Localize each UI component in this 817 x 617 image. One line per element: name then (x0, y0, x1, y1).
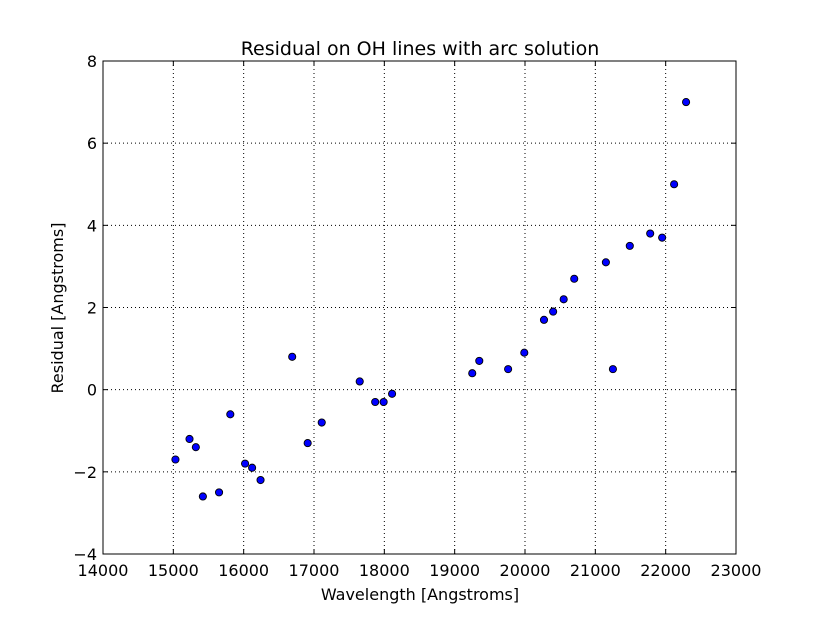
scatter-point (214, 488, 224, 497)
x-tick-label: 19000 (429, 561, 480, 580)
x-tick-label: 20000 (500, 561, 551, 580)
scatter-point (682, 98, 691, 107)
y-tick-label: −2 (73, 463, 97, 482)
x-axis-tick-labels: 14000 15000 16000 17000 18000 19000 20000 21000… (78, 561, 762, 580)
scatter-point (520, 348, 529, 357)
x-tick-label: 14000 (78, 561, 129, 580)
grid-lines (103, 61, 736, 554)
y-tick-label: −4 (73, 545, 97, 564)
scatter-point (371, 397, 380, 407)
scatter-point (288, 352, 297, 361)
scatter-point (658, 233, 667, 242)
scatter-point (646, 229, 655, 238)
scatter-point (468, 369, 477, 378)
scatter-point (539, 315, 549, 324)
scatter-point (241, 459, 250, 468)
scatter-point (608, 365, 617, 374)
y-tick-label: 6 (87, 134, 97, 153)
scatter-point (317, 418, 326, 427)
scatter-point (549, 307, 558, 316)
x-tick-label: 23000 (711, 561, 762, 580)
scatter-point (303, 439, 312, 448)
scatter-point (379, 397, 388, 407)
scatter-point (185, 434, 194, 444)
y-tick-label: 8 (87, 52, 97, 71)
scatter-point (475, 356, 484, 365)
x-axis-label: Wavelength [Angstroms] (321, 585, 519, 604)
scatter-point (171, 455, 180, 464)
y-axis-tick-labels: −4 −2 0 2 4 6 8 (73, 52, 97, 564)
y-axis-label: Residual [Angstroms] (48, 223, 67, 394)
scatter-point (355, 377, 364, 386)
scatter-point (248, 463, 257, 472)
axis-ticks (102, 60, 737, 555)
scatter-point (198, 492, 207, 501)
y-tick-label: 4 (87, 216, 97, 235)
x-tick-label: 22000 (640, 561, 691, 580)
scatter-point (625, 241, 634, 250)
chart-title: Residual on OH lines with arc solution (241, 38, 600, 60)
scatter-point (388, 389, 397, 398)
y-tick-label: 0 (87, 381, 97, 400)
scatter-point (226, 410, 235, 419)
scatter-point (256, 475, 265, 485)
x-tick-label: 15000 (148, 561, 199, 580)
scatter-point (191, 443, 200, 452)
x-tick-label: 17000 (289, 561, 340, 580)
scatter-point (559, 295, 568, 304)
x-tick-label: 21000 (570, 561, 621, 580)
data-points (171, 98, 691, 501)
scatter-point (601, 258, 610, 267)
scatter-point (670, 180, 679, 189)
scatter-point (570, 274, 579, 283)
y-tick-label: 2 (87, 299, 97, 318)
scatter-point (504, 365, 513, 374)
x-tick-label: 16000 (218, 561, 269, 580)
x-tick-label: 18000 (359, 561, 410, 580)
